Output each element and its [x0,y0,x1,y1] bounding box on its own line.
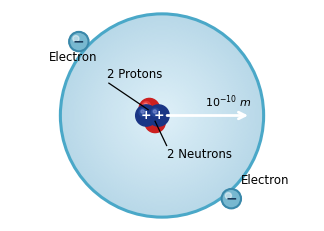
Circle shape [145,112,165,133]
Circle shape [134,88,190,143]
Text: 2 Neutrons: 2 Neutrons [167,148,232,161]
Circle shape [225,193,231,199]
Circle shape [126,80,198,151]
Circle shape [71,24,253,207]
Circle shape [154,108,170,123]
Circle shape [65,19,259,212]
Circle shape [222,189,241,208]
Circle shape [78,32,246,199]
Circle shape [157,110,167,121]
Text: Electron: Electron [49,51,97,64]
Circle shape [142,101,150,109]
Text: 2 Protons: 2 Protons [107,68,162,81]
Circle shape [86,39,238,192]
Circle shape [111,65,213,166]
Circle shape [69,32,88,51]
Circle shape [151,108,159,116]
Text: −: − [73,35,85,49]
Circle shape [159,113,165,118]
Circle shape [132,85,192,146]
Circle shape [106,60,218,171]
Circle shape [119,72,205,159]
Circle shape [142,95,182,136]
Circle shape [101,55,223,176]
Text: −: − [226,192,237,206]
Circle shape [68,21,256,210]
Circle shape [60,14,264,217]
Circle shape [141,110,144,113]
Text: $10^{-10}$ m: $10^{-10}$ m [205,93,251,110]
Circle shape [136,105,157,126]
Circle shape [150,117,153,121]
Circle shape [139,98,159,119]
Circle shape [91,44,233,187]
Circle shape [63,16,261,215]
Circle shape [98,52,226,179]
Circle shape [73,27,251,204]
Circle shape [83,37,241,194]
Circle shape [116,70,208,161]
Text: Electron: Electron [240,174,289,187]
Circle shape [144,98,180,133]
Circle shape [96,49,228,182]
Circle shape [149,103,175,128]
Circle shape [144,103,147,107]
Circle shape [129,82,195,149]
Circle shape [152,105,172,126]
Circle shape [109,62,215,169]
Circle shape [75,29,249,202]
Text: +: + [153,109,164,122]
Circle shape [139,108,147,116]
Text: +: + [141,109,152,122]
Circle shape [148,105,169,126]
Circle shape [88,42,236,189]
Circle shape [104,57,220,174]
Circle shape [124,77,200,154]
Circle shape [148,115,156,123]
Circle shape [114,67,210,164]
Circle shape [122,75,202,156]
Circle shape [137,90,187,141]
Circle shape [139,93,185,138]
Circle shape [81,34,243,197]
Circle shape [93,47,231,184]
Circle shape [147,100,177,131]
Circle shape [153,110,156,113]
Circle shape [73,36,79,42]
